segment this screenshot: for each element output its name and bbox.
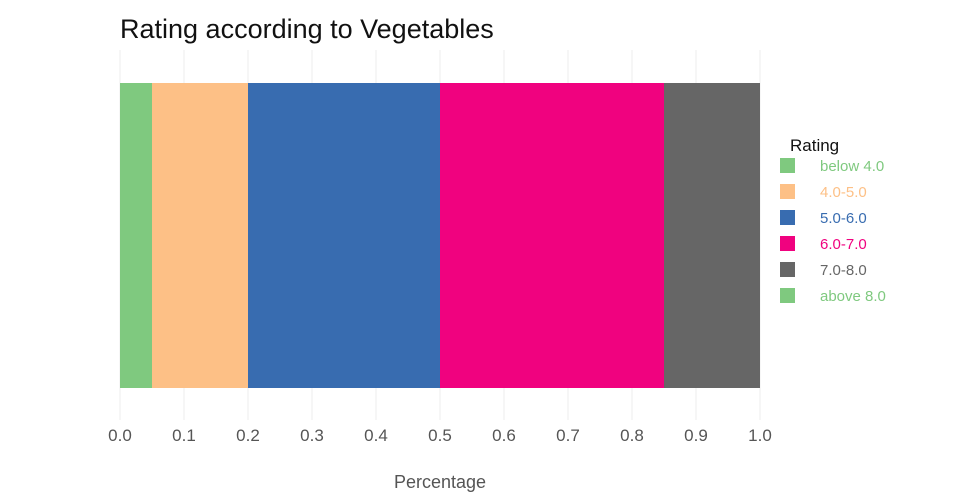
legend: Rating below 4.0 4.0-5.0 5.0-6.0 6.0-7.0 7.0… xyxy=(780,136,886,305)
x-tick-label: 0.0 xyxy=(108,426,132,445)
bar-segment xyxy=(440,83,664,388)
legend-swatch xyxy=(780,158,795,173)
x-axis-label: Percentage xyxy=(394,472,486,492)
legend-label: 5.0-6.0 xyxy=(820,210,867,227)
legend-label: 7.0-8.0 xyxy=(820,262,867,279)
legend-label: 6.0-7.0 xyxy=(820,236,867,253)
legend-swatch xyxy=(780,262,795,277)
legend-swatch xyxy=(780,210,795,225)
x-tick-label: 0.6 xyxy=(492,426,516,445)
legend-label: below 4.0 xyxy=(820,158,884,175)
x-tick-label: 0.9 xyxy=(684,426,708,445)
x-tick-label: 1.0 xyxy=(748,426,772,445)
legend-title: Rating xyxy=(790,136,839,155)
x-tick-label: 0.1 xyxy=(172,426,196,445)
x-tick-label: 0.8 xyxy=(620,426,644,445)
x-tick-label: 0.4 xyxy=(364,426,388,445)
bar-segment xyxy=(152,83,248,388)
legend-swatch xyxy=(780,288,795,303)
legend-label: 4.0-5.0 xyxy=(820,184,867,201)
legend-label: above 8.0 xyxy=(820,288,886,305)
x-tick-label: 0.2 xyxy=(236,426,260,445)
bar-segment xyxy=(120,83,152,388)
chart-title: Rating according to Vegetables xyxy=(120,14,494,44)
x-axis-ticks: 0.0 0.1 0.2 0.3 0.4 0.5 0.6 0.7 0.8 0.9 1.0 xyxy=(108,426,772,445)
stacked-bar xyxy=(120,83,760,388)
legend-items: below 4.0 4.0-5.0 5.0-6.0 6.0-7.0 7.0-8.0 abo… xyxy=(780,158,886,305)
x-tick-label: 0.3 xyxy=(300,426,324,445)
legend-swatch xyxy=(780,236,795,251)
x-tick-label: 0.7 xyxy=(556,426,580,445)
legend-swatch xyxy=(780,184,795,199)
bar-segment xyxy=(248,83,440,388)
x-tick-label: 0.5 xyxy=(428,426,452,445)
bar-segment xyxy=(664,83,760,388)
